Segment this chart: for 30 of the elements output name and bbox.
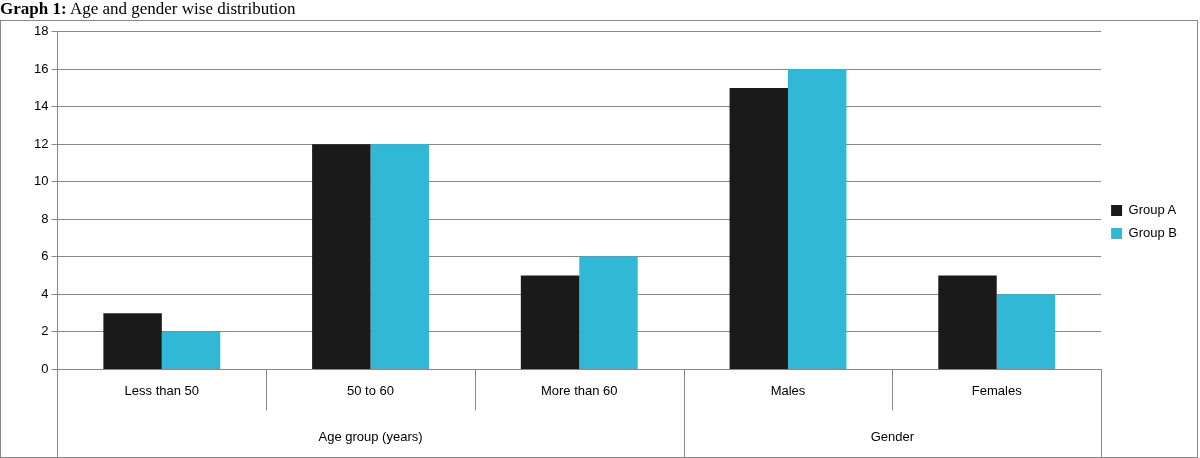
text: Age group (years) — [318, 428, 423, 444]
bar — [370, 144, 429, 369]
y-tick-label: 8 — [41, 210, 49, 226]
y-tick-label: 14 — [33, 98, 49, 114]
y-tick-label: 18 — [33, 23, 49, 39]
text: Gender — [870, 428, 915, 444]
y-tick-label: 0 — [41, 360, 49, 376]
y-tick-label: 6 — [41, 248, 49, 264]
y-tick-label: 10 — [33, 173, 49, 189]
y-tick-label: 4 — [41, 285, 49, 301]
legend-label: Group A — [1128, 202, 1177, 218]
bar — [103, 313, 162, 369]
y-tick-label: 16 — [33, 60, 49, 76]
chart-title: Graph 1: Age and gender wise distribution — [0, 0, 296, 20]
x-tick-label: Females — [971, 382, 1023, 398]
x-tick-label: 50 to 60 — [347, 382, 395, 398]
x-tick-label: More than 60 — [540, 382, 618, 398]
bar — [161, 331, 221, 369]
bar — [579, 256, 638, 369]
bar — [729, 88, 788, 369]
bar — [938, 275, 997, 369]
legend-label: Group B — [1128, 225, 1178, 241]
y-tick-label: 2 — [41, 323, 49, 339]
x-tick-label: Males — [770, 382, 806, 398]
x-tick-label: Less than 50 — [124, 382, 200, 398]
bar — [312, 144, 371, 369]
bar — [788, 69, 847, 369]
bar — [996, 294, 1056, 369]
bar — [520, 275, 580, 369]
y-tick-label: 12 — [33, 135, 49, 151]
